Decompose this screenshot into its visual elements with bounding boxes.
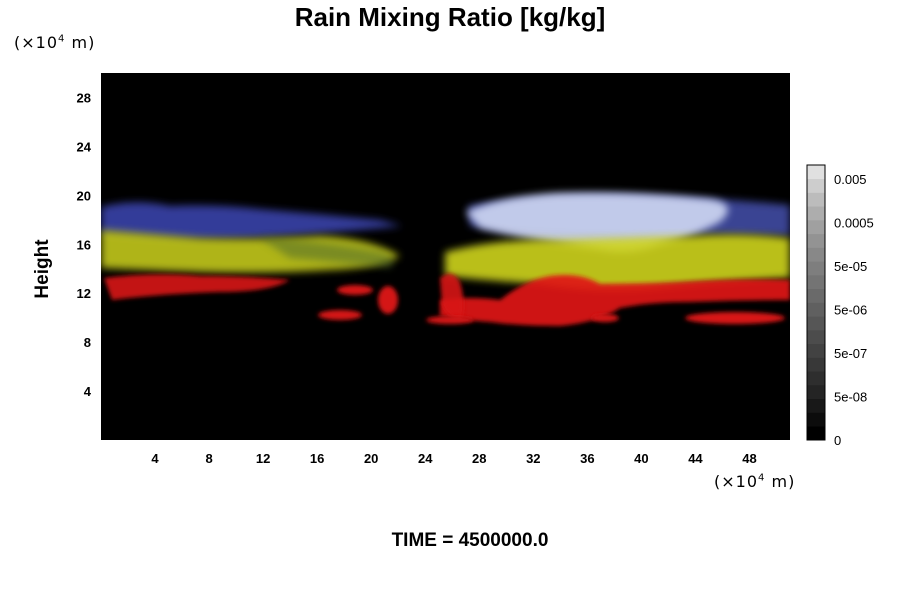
y-tick-label: 24 [77, 139, 92, 154]
x-tick-label: 16 [310, 451, 324, 466]
x-tick-label: 32 [526, 451, 540, 466]
colorbar-label: 5e-07 [834, 346, 867, 361]
colorbar-segment [807, 371, 825, 386]
colorbar-segment [807, 261, 825, 276]
colorbar-label: 5e-06 [834, 303, 867, 318]
field-yellow-right [445, 234, 790, 291]
time-label: TIME = 4500000.0 [391, 530, 549, 551]
y-tick-label: 28 [77, 90, 91, 105]
field-red-blob [337, 285, 373, 295]
y-tick-label: 4 [84, 384, 92, 399]
colorbar-segment [807, 247, 825, 262]
x-tick-label: 24 [418, 451, 433, 466]
y-tick-label: 16 [77, 237, 91, 252]
field-red-right [440, 275, 790, 326]
colorbar: 0.005 0.0005 5e-05 5e-06 5e-07 5e-08 0 [806, 164, 874, 448]
x-tick-label: 40 [634, 451, 648, 466]
chart-title: Rain Mixing Ratio [kg/kg] [294, 2, 606, 32]
colorbar-segment [807, 288, 825, 303]
field-red-left [104, 274, 290, 300]
field-red-blob [591, 314, 619, 322]
colorbar-segment [807, 412, 825, 427]
x-tick-label: 8 [205, 451, 212, 466]
x-tick-label: 12 [256, 451, 270, 466]
x-tick-label: 28 [472, 451, 486, 466]
y-tick-label: 8 [84, 335, 91, 350]
colorbar-segment [807, 330, 825, 345]
colorbar-label: 5e-05 [834, 259, 867, 274]
colorbar-frame [806, 164, 826, 441]
field-red-blob [318, 310, 362, 320]
x-tick-label: 44 [688, 451, 703, 466]
y-tick-label: 20 [77, 188, 91, 203]
x-tick-label: 36 [580, 451, 594, 466]
y-axis-unit: (×104 m) [14, 33, 96, 52]
y-axis-ticks: 4 8 12 16 20 24 28 [77, 90, 92, 399]
colorbar-segment [807, 220, 825, 235]
colorbar-segment [807, 343, 825, 358]
colorbar-segment [807, 165, 825, 180]
colorbar-label: 5e-08 [834, 390, 867, 405]
colorbar-segment [807, 206, 825, 221]
colorbar-segment [807, 275, 825, 290]
rain-field [101, 192, 790, 326]
colorbar-label: 0 [834, 433, 841, 448]
colorbar-segment [807, 385, 825, 400]
x-tick-label: 20 [364, 451, 378, 466]
x-tick-label: 48 [742, 451, 756, 466]
x-axis-ticks: 4 8 12 16 20 24 28 32 36 40 44 48 [151, 451, 756, 466]
colorbar-segment [807, 178, 825, 193]
field-yellow-left [101, 230, 400, 273]
colorbar-segment [807, 426, 825, 441]
field-green-transition [260, 238, 394, 268]
colorbar-label: 0.0005 [834, 216, 874, 231]
field-red-pillar [440, 273, 464, 319]
colorbar-label: 0.005 [834, 172, 867, 187]
field-red-blob [426, 316, 474, 324]
colorbar-segment [807, 302, 825, 317]
colorbar-segment [807, 233, 825, 248]
x-tick-label: 4 [151, 451, 159, 466]
field-red-blob [378, 286, 398, 314]
colorbar-segment [807, 398, 825, 413]
colorbar-segment [807, 357, 825, 372]
field-blue-left [101, 202, 402, 240]
colorbar-segment [807, 192, 825, 207]
x-axis-unit: (×104 m) [714, 472, 796, 491]
colorbar-segment [807, 316, 825, 331]
field-red-blob [685, 312, 785, 324]
y-tick-label: 12 [77, 286, 91, 301]
